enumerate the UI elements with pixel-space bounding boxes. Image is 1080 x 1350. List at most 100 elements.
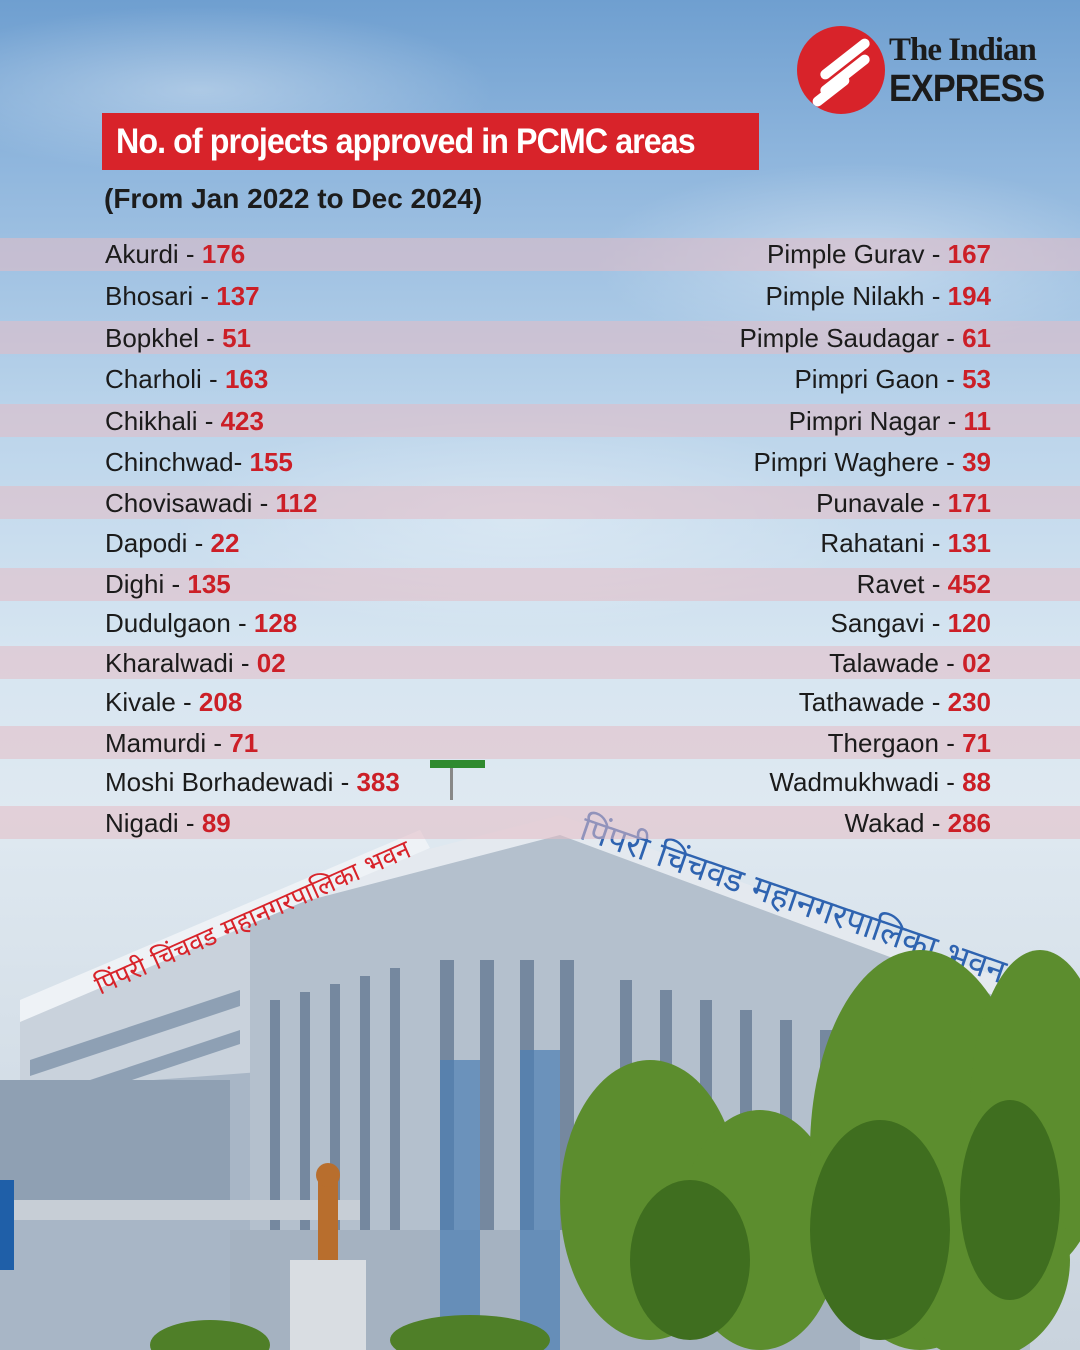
area-name: Thergaon - bbox=[827, 728, 963, 758]
project-count: 383 bbox=[356, 767, 400, 797]
project-count: 39 bbox=[962, 447, 991, 477]
indian-express-emblem-icon bbox=[797, 26, 885, 114]
project-count: 71 bbox=[229, 728, 259, 758]
area-name: Moshi Borhadewadi - bbox=[105, 767, 357, 797]
list-item: Chinchwad- 155 bbox=[105, 442, 293, 482]
brand-line-1: The Indian bbox=[889, 32, 1037, 68]
list-item: Charholi - 163 bbox=[105, 359, 268, 399]
list-item: Mamurdi - 71 bbox=[105, 723, 258, 763]
project-count: 89 bbox=[201, 808, 231, 838]
list-item: Nigadi - 89 bbox=[105, 803, 231, 843]
area-name: Sangavi - bbox=[830, 608, 948, 638]
list-item: Wadmukhwadi - 88 bbox=[769, 762, 991, 802]
project-count: 71 bbox=[962, 728, 991, 758]
project-count: 423 bbox=[220, 406, 264, 436]
project-count: 167 bbox=[947, 239, 991, 269]
area-name: Charholi - bbox=[105, 364, 225, 394]
project-count: 128 bbox=[253, 608, 298, 638]
list-item: Wakad - 286 bbox=[845, 803, 991, 843]
list-item: Talawade - 02 bbox=[829, 643, 991, 683]
project-count: 131 bbox=[947, 528, 991, 558]
area-name: Kharalwadi - bbox=[105, 648, 257, 678]
area-name: Chinchwad- bbox=[105, 447, 250, 477]
area-name: Tathawade - bbox=[798, 687, 948, 717]
list-item: Bhosari - 137 bbox=[105, 276, 260, 316]
project-count: 208 bbox=[198, 687, 243, 717]
row-band bbox=[0, 404, 1080, 437]
area-name: Akurdi - bbox=[105, 239, 202, 269]
row-band bbox=[0, 726, 1080, 759]
list-item: Punavale - 171 bbox=[816, 483, 991, 523]
area-name: Dudulgaon - bbox=[105, 608, 254, 638]
project-count: 112 bbox=[275, 488, 318, 518]
area-name: Wadmukhwadi - bbox=[769, 767, 963, 797]
project-count: 22 bbox=[210, 528, 240, 558]
project-count: 51 bbox=[222, 323, 251, 353]
page-title: No. of projects approved in PCMC areas bbox=[116, 121, 696, 161]
project-count: 53 bbox=[962, 364, 991, 394]
list-item: Sangavi - 120 bbox=[831, 603, 991, 643]
project-count: 194 bbox=[947, 281, 991, 311]
area-name: Bopkhel - bbox=[105, 323, 223, 353]
project-count: 02 bbox=[256, 648, 286, 678]
title-banner: No. of projects approved in PCMC areas bbox=[102, 113, 760, 170]
project-count: 230 bbox=[947, 687, 991, 717]
list-item: Tathawade - 230 bbox=[799, 682, 991, 722]
row-band bbox=[0, 321, 1080, 354]
area-name: Nigadi - bbox=[105, 808, 202, 838]
list-item: Pimpri Waghere - 39 bbox=[754, 442, 991, 482]
row-band bbox=[0, 568, 1080, 601]
project-count: 155 bbox=[249, 447, 293, 477]
project-count: 135 bbox=[187, 569, 231, 599]
row-band bbox=[0, 486, 1080, 519]
pcmc-building-photo: पिंपरी चिंचवड महानगरपालिका भवन पिंपरी चि… bbox=[0, 760, 1080, 1350]
project-count: 176 bbox=[201, 239, 246, 269]
area-name: Pimpri Waghere - bbox=[753, 447, 963, 477]
list-item: Pimple Saudagar - 61 bbox=[740, 318, 991, 358]
list-item: Dighi - 135 bbox=[105, 564, 231, 604]
list-item: Ravet - 452 bbox=[857, 564, 991, 604]
project-count: 61 bbox=[962, 323, 991, 353]
list-item: Kharalwadi - 02 bbox=[105, 643, 286, 683]
row-band bbox=[0, 646, 1080, 679]
project-count: 452 bbox=[947, 569, 991, 599]
indian-express-logo: The Indian EXPRESS bbox=[797, 26, 1045, 116]
list-item: Kivale - 208 bbox=[105, 682, 242, 722]
list-item: Rahatani - 131 bbox=[820, 523, 991, 563]
list-item: Bopkhel - 51 bbox=[105, 318, 251, 358]
list-item: Dapodi - 22 bbox=[105, 523, 239, 563]
area-name: Kivale - bbox=[105, 687, 199, 717]
project-count: 88 bbox=[962, 767, 991, 797]
area-name: Rahatani - bbox=[820, 528, 948, 558]
area-name: Ravet - bbox=[856, 569, 948, 599]
list-item: Chikhali - 423 bbox=[105, 401, 264, 441]
list-item: Pimple Gurav - 167 bbox=[767, 234, 991, 274]
project-count: 120 bbox=[947, 608, 991, 638]
area-name: Talawade - bbox=[829, 648, 963, 678]
area-name: Chovisawadi - bbox=[105, 488, 276, 518]
row-band bbox=[0, 806, 1080, 839]
list-item: Dudulgaon - 128 bbox=[105, 603, 297, 643]
area-name: Pimple Saudagar - bbox=[739, 323, 963, 353]
list-item: Pimple Nilakh - 194 bbox=[766, 276, 991, 316]
area-name: Mamurdi - bbox=[105, 728, 230, 758]
area-name: Wakad - bbox=[844, 808, 948, 838]
area-name: Pimpri Gaon - bbox=[794, 364, 963, 394]
list-item: Chovisawadi - 112 bbox=[105, 483, 317, 523]
brand-line-2: EXPRESS bbox=[889, 68, 1045, 110]
list-item: Pimpri Nagar - 11 bbox=[789, 401, 991, 441]
project-count: 163 bbox=[224, 364, 269, 394]
area-name: Chikhali - bbox=[105, 406, 221, 436]
list-item: Thergaon - 71 bbox=[828, 723, 991, 763]
date-range-subtitle: (From Jan 2022 to Dec 2024) bbox=[104, 183, 483, 214]
area-name: Pimple Gurav - bbox=[767, 239, 948, 269]
project-count: 137 bbox=[216, 281, 260, 311]
project-count: 286 bbox=[947, 808, 991, 838]
area-name: Pimpri Nagar - bbox=[788, 406, 964, 436]
row-band bbox=[0, 238, 1080, 271]
list-item: Pimpri Gaon - 53 bbox=[794, 359, 991, 399]
area-name: Bhosari - bbox=[105, 281, 217, 311]
list-item: Akurdi - 176 bbox=[105, 234, 245, 274]
area-name: Punavale - bbox=[816, 488, 948, 518]
list-item: Moshi Borhadewadi - 383 bbox=[105, 762, 400, 802]
